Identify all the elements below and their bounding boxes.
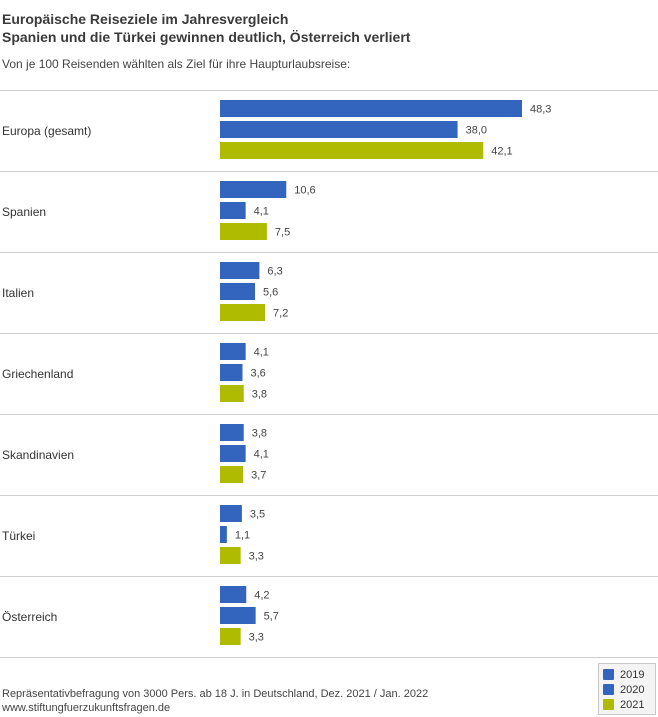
legend-item-2021: 2021 — [603, 697, 651, 712]
bar-skandinavien-2020 — [220, 445, 246, 462]
bar-österreich-2020 — [220, 607, 256, 624]
value-label-skandinavien-2019: 3,8 — [252, 428, 267, 440]
bar-italien-2019 — [220, 262, 260, 279]
legend-swatch-2019 — [603, 669, 614, 680]
value-label-österreich-2021: 3,3 — [249, 632, 264, 644]
bar-skandinavien-2021 — [220, 466, 244, 483]
bar-österreich-2019 — [220, 586, 247, 603]
value-label-griechenland-2020: 3,6 — [251, 368, 266, 380]
value-label-griechenland-2021: 3,8 — [252, 389, 267, 401]
category-label-türkei: Türkei — [2, 529, 35, 543]
category-label-europa-gesamt: Europa (gesamt) — [2, 124, 91, 138]
bar-skandinavien-2019 — [220, 424, 244, 441]
legend-swatch-2020 — [603, 684, 614, 695]
value-label-europa-gesamt-2019: 48,3 — [530, 104, 551, 116]
chart-legend: 2019 2020 2021 — [598, 663, 656, 715]
legend-label-2021: 2021 — [620, 698, 645, 711]
bar-europa-gesamt-2021 — [220, 142, 484, 159]
legend-label-2020: 2020 — [620, 683, 645, 696]
bar-spanien-2019 — [220, 181, 287, 198]
legend-item-2019: 2019 — [603, 667, 651, 682]
value-label-österreich-2020: 5,7 — [264, 611, 279, 623]
bar-türkei-2020 — [220, 526, 227, 543]
category-label-skandinavien: Skandinavien — [2, 448, 74, 462]
value-label-griechenland-2019: 4,1 — [254, 347, 269, 359]
value-label-österreich-2019: 4,2 — [254, 590, 269, 602]
bar-griechenland-2020 — [220, 364, 243, 381]
value-label-italien-2019: 6,3 — [267, 266, 282, 278]
bar-griechenland-2021 — [220, 385, 244, 402]
value-label-türkei-2019: 3,5 — [250, 509, 265, 521]
category-label-spanien: Spanien — [2, 205, 46, 219]
legend-swatch-2021 — [603, 699, 614, 710]
category-label-italien: Italien — [2, 286, 34, 300]
bar-türkei-2021 — [220, 547, 241, 564]
value-label-italien-2021: 7,2 — [273, 308, 288, 320]
chart-subtitle: Von je 100 Reisenden wählten als Ziel fü… — [2, 57, 351, 71]
bar-österreich-2021 — [220, 628, 241, 645]
category-label-österreich: Österreich — [2, 610, 57, 624]
title-line-2: Spanien und die Türkei gewinnen deutlich… — [2, 29, 411, 45]
value-label-europa-gesamt-2021: 42,1 — [491, 146, 512, 158]
bar-griechenland-2019 — [220, 343, 246, 360]
category-label-griechenland: Griechenland — [2, 367, 73, 381]
value-label-italien-2020: 5,6 — [263, 287, 278, 299]
value-label-türkei-2020: 1,1 — [235, 530, 250, 542]
value-label-türkei-2021: 3,3 — [249, 551, 264, 563]
bar-spanien-2021 — [220, 223, 267, 240]
bar-türkei-2019 — [220, 505, 242, 522]
bar-italien-2021 — [220, 304, 266, 321]
legend-item-2020: 2020 — [603, 682, 651, 697]
bar-spanien-2020 — [220, 202, 246, 219]
value-label-skandinavien-2021: 3,7 — [251, 470, 266, 482]
bar-europa-gesamt-2020 — [220, 121, 458, 138]
legend-label-2019: 2019 — [620, 668, 645, 681]
bar-europa-gesamt-2019 — [220, 100, 522, 117]
value-label-spanien-2020: 4,1 — [254, 206, 269, 218]
bar-italien-2020 — [220, 283, 256, 300]
title-line-1: Europäische Reiseziele im Jahresvergleic… — [2, 11, 289, 27]
value-label-skandinavien-2020: 4,1 — [254, 449, 269, 461]
value-label-spanien-2021: 7,5 — [275, 227, 290, 239]
footer-source: Repräsentativbefragung von 3000 Pers. ab… — [2, 688, 429, 700]
value-label-europa-gesamt-2020: 38,0 — [466, 125, 487, 137]
chart-title: Europäische Reiseziele im Jahresvergleic… — [2, 10, 410, 46]
value-label-spanien-2019: 10,6 — [294, 185, 315, 197]
footer-website: www.stiftungfuerzukunftsfragen.de — [2, 702, 171, 714]
